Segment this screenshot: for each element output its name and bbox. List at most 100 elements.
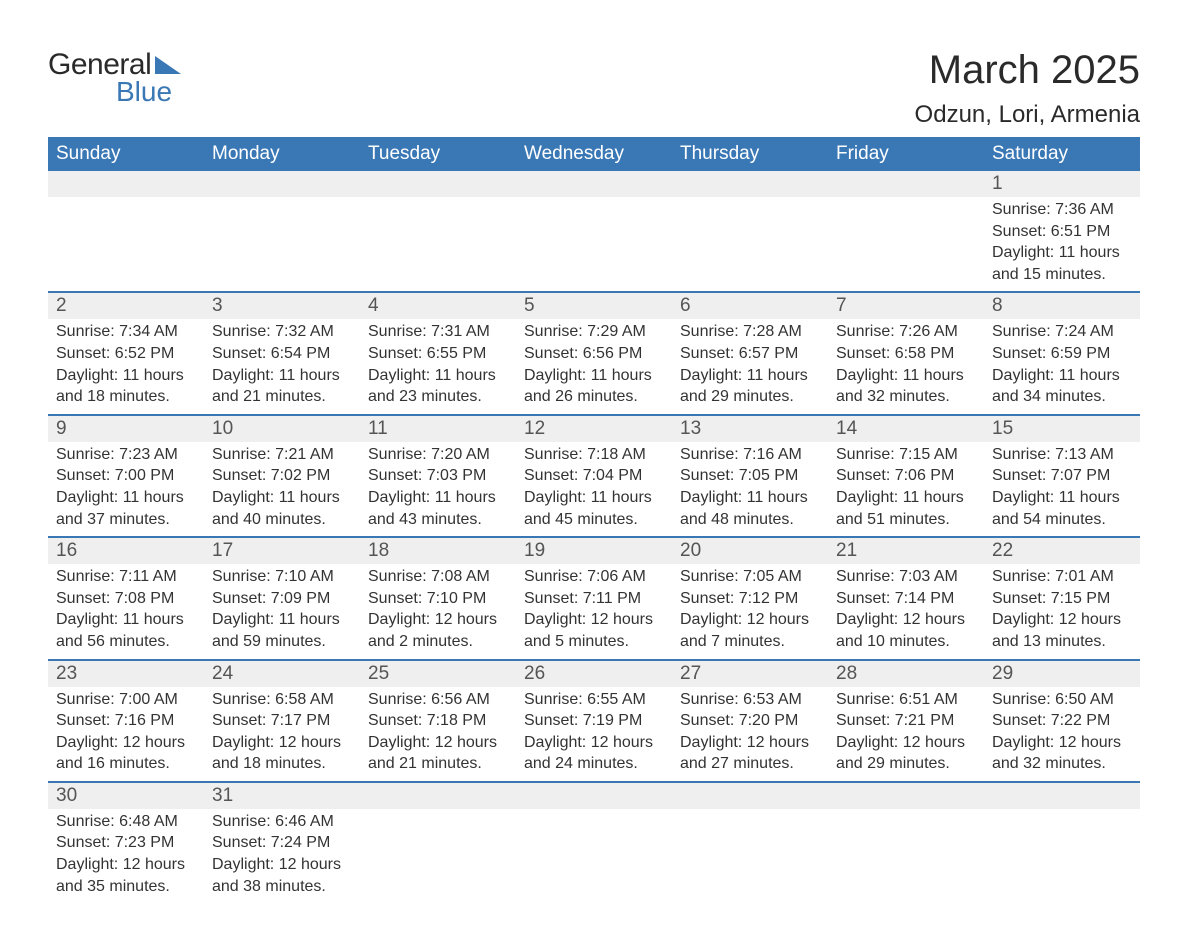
day-data-cell: Sunrise: 7:21 AMSunset: 7:02 PMDaylight:… xyxy=(204,442,360,537)
day-data-cell xyxy=(672,809,828,903)
daylight-line: Daylight: 11 hours and 29 minutes. xyxy=(680,365,820,408)
daylight-line: Daylight: 11 hours and 18 minutes. xyxy=(56,365,196,408)
day-number-cell: 19 xyxy=(516,537,672,564)
day-data-cell: Sunrise: 7:28 AMSunset: 6:57 PMDaylight:… xyxy=(672,319,828,414)
sunset-line: Sunset: 6:52 PM xyxy=(56,343,196,365)
daylight-line: Daylight: 12 hours and 10 minutes. xyxy=(836,609,976,652)
month-title: March 2025 xyxy=(915,48,1140,93)
sunrise-line: Sunrise: 7:16 AM xyxy=(680,444,820,466)
daylight-line: Daylight: 11 hours and 32 minutes. xyxy=(836,365,976,408)
day-number-cell: 31 xyxy=(204,782,360,809)
sunrise-line: Sunrise: 6:46 AM xyxy=(212,811,352,833)
day-number-cell: 17 xyxy=(204,537,360,564)
day-data-cell: Sunrise: 6:53 AMSunset: 7:20 PMDaylight:… xyxy=(672,687,828,782)
day-number-cell: 2 xyxy=(48,292,204,319)
day-number-cell: 9 xyxy=(48,415,204,442)
title-block: March 2025 Odzun, Lori, Armenia xyxy=(915,48,1140,129)
day-data-cell: Sunrise: 7:29 AMSunset: 6:56 PMDaylight:… xyxy=(516,319,672,414)
sunrise-line: Sunrise: 7:32 AM xyxy=(212,321,352,343)
daylight-line: Daylight: 11 hours and 54 minutes. xyxy=(992,487,1132,530)
day-number-cell: 18 xyxy=(360,537,516,564)
day-data-cell: Sunrise: 7:00 AMSunset: 7:16 PMDaylight:… xyxy=(48,687,204,782)
sunset-line: Sunset: 7:17 PM xyxy=(212,710,352,732)
sunrise-line: Sunrise: 7:34 AM xyxy=(56,321,196,343)
day-number-cell: 5 xyxy=(516,292,672,319)
sunrise-line: Sunrise: 7:10 AM xyxy=(212,566,352,588)
day-number-cell: 23 xyxy=(48,660,204,687)
day-data-cell: Sunrise: 6:48 AMSunset: 7:23 PMDaylight:… xyxy=(48,809,204,903)
week-daynum-row: 9101112131415 xyxy=(48,415,1140,442)
day-number-cell xyxy=(828,782,984,809)
day-number-cell xyxy=(984,782,1140,809)
day-data-cell xyxy=(672,197,828,292)
sunset-line: Sunset: 7:04 PM xyxy=(524,465,664,487)
day-data-cell: Sunrise: 7:18 AMSunset: 7:04 PMDaylight:… xyxy=(516,442,672,537)
day-number-cell: 6 xyxy=(672,292,828,319)
daylight-line: Daylight: 12 hours and 7 minutes. xyxy=(680,609,820,652)
sunset-line: Sunset: 6:55 PM xyxy=(368,343,508,365)
sunrise-line: Sunrise: 7:24 AM xyxy=(992,321,1132,343)
sunset-line: Sunset: 7:22 PM xyxy=(992,710,1132,732)
day-number-cell: 7 xyxy=(828,292,984,319)
sunset-line: Sunset: 7:18 PM xyxy=(368,710,508,732)
daylight-line: Daylight: 11 hours and 51 minutes. xyxy=(836,487,976,530)
day-data-cell: Sunrise: 7:34 AMSunset: 6:52 PMDaylight:… xyxy=(48,319,204,414)
day-data-cell: Sunrise: 7:11 AMSunset: 7:08 PMDaylight:… xyxy=(48,564,204,659)
day-data-cell: Sunrise: 7:06 AMSunset: 7:11 PMDaylight:… xyxy=(516,564,672,659)
sunrise-line: Sunrise: 7:00 AM xyxy=(56,689,196,711)
sunset-line: Sunset: 7:00 PM xyxy=(56,465,196,487)
daylight-line: Daylight: 11 hours and 48 minutes. xyxy=(680,487,820,530)
day-header-row: SundayMondayTuesdayWednesdayThursdayFrid… xyxy=(48,137,1140,171)
day-data-cell: Sunrise: 7:01 AMSunset: 7:15 PMDaylight:… xyxy=(984,564,1140,659)
day-data-cell: Sunrise: 7:24 AMSunset: 6:59 PMDaylight:… xyxy=(984,319,1140,414)
day-number-cell xyxy=(672,171,828,197)
logo-triangle-icon xyxy=(155,56,181,74)
sunset-line: Sunset: 7:07 PM xyxy=(992,465,1132,487)
day-number-cell: 25 xyxy=(360,660,516,687)
day-header: Wednesday xyxy=(516,137,672,171)
week-data-row: Sunrise: 6:48 AMSunset: 7:23 PM Daylight:… xyxy=(48,809,1140,903)
day-data-cell xyxy=(360,197,516,292)
day-data-cell xyxy=(828,809,984,903)
week-data-row: Sunrise: 7:34 AMSunset: 6:52 PMDaylight:… xyxy=(48,319,1140,414)
day-header: Thursday xyxy=(672,137,828,171)
daylight-line: Daylight: 11 hours and 45 minutes. xyxy=(524,487,664,530)
day-number-cell: 3 xyxy=(204,292,360,319)
week-daynum-row: 23242526272829 xyxy=(48,660,1140,687)
week-data-row: Sunrise: 7:00 AMSunset: 7:16 PM Daylight:… xyxy=(48,687,1140,782)
day-number-cell: 1 xyxy=(984,171,1140,197)
sunset-line: Sunset: 7:23 PM xyxy=(56,832,196,854)
daylight-line: Daylight: 12 hours and 24 minutes. xyxy=(524,732,664,775)
day-number-cell xyxy=(516,782,672,809)
daylight-line: Daylight: 11 hours and 37 minutes. xyxy=(56,487,196,530)
daylight-line: Daylight: 11 hours and 15 minutes. xyxy=(992,242,1132,285)
day-data-cell xyxy=(516,809,672,903)
day-number-cell: 12 xyxy=(516,415,672,442)
day-data-cell xyxy=(48,197,204,292)
day-data-cell: Sunrise: 7:23 AMSunset: 7:00 PMDaylight:… xyxy=(48,442,204,537)
day-data-cell: Sunrise: 6:46 AMSunset: 7:24 PMDaylight:… xyxy=(204,809,360,903)
week-daynum-row: 2345678 xyxy=(48,292,1140,319)
daylight-line: Daylight: 11 hours and 40 minutes. xyxy=(212,487,352,530)
sunset-line: Sunset: 6:51 PM xyxy=(992,221,1132,243)
day-data-cell: Sunrise: 7:10 AMSunset: 7:09 PMDaylight:… xyxy=(204,564,360,659)
header: General Blue March 2025 Odzun, Lori, Arm… xyxy=(48,48,1140,129)
sunrise-line: Sunrise: 6:48 AM xyxy=(56,811,196,833)
week-daynum-row: 3031 xyxy=(48,782,1140,809)
day-data-cell: Sunrise: 7:05 AMSunset: 7:12 PMDaylight:… xyxy=(672,564,828,659)
sunrise-line: Sunrise: 7:03 AM xyxy=(836,566,976,588)
day-number-cell: 29 xyxy=(984,660,1140,687)
sunrise-line: Sunrise: 7:08 AM xyxy=(368,566,508,588)
sunset-line: Sunset: 6:54 PM xyxy=(212,343,352,365)
sunset-line: Sunset: 7:16 PM xyxy=(56,710,196,732)
daylight-line: Daylight: 12 hours and 5 minutes. xyxy=(524,609,664,652)
sunset-line: Sunset: 7:03 PM xyxy=(368,465,508,487)
day-number-cell xyxy=(360,782,516,809)
sunset-line: Sunset: 7:12 PM xyxy=(680,588,820,610)
daylight-line: Daylight: 11 hours and 43 minutes. xyxy=(368,487,508,530)
day-number-cell: 21 xyxy=(828,537,984,564)
day-number-cell: 24 xyxy=(204,660,360,687)
daylight-line: Daylight: 12 hours and 38 minutes. xyxy=(212,854,352,897)
sunrise-line: Sunrise: 7:28 AM xyxy=(680,321,820,343)
daylight-line: Daylight: 11 hours and 26 minutes. xyxy=(524,365,664,408)
